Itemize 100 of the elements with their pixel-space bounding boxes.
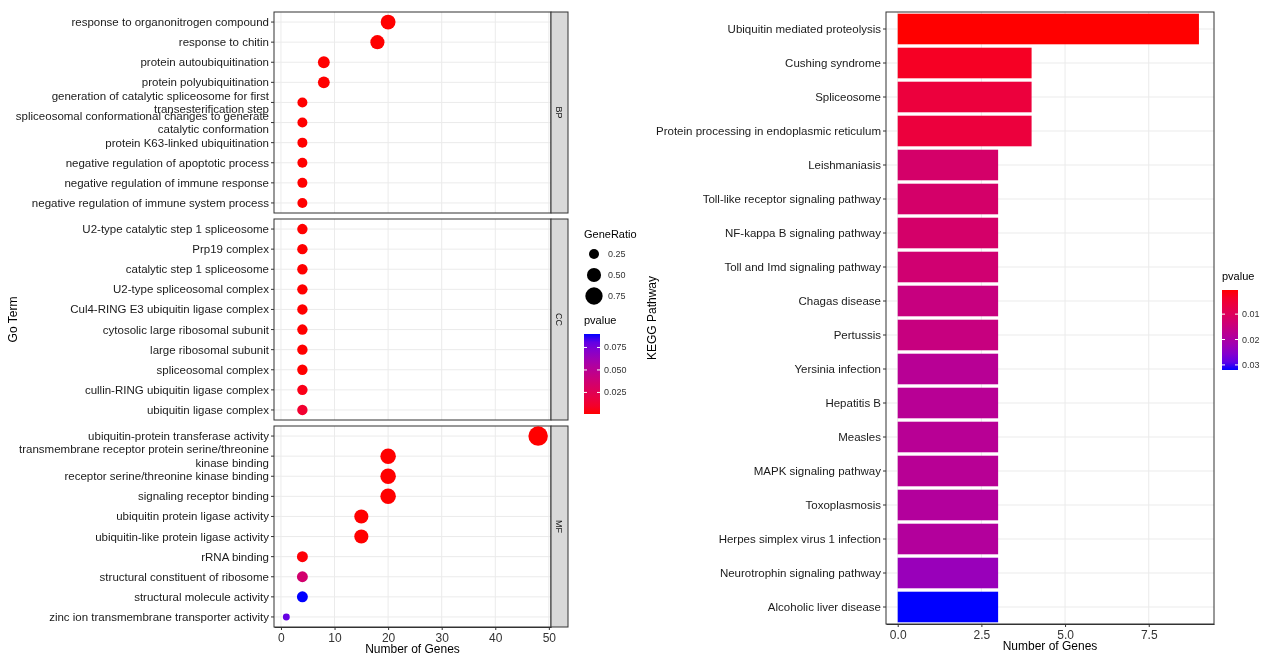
x-tick-label: 10: [328, 630, 343, 645]
y-tick-label: Cul4-RING E3 ubiquitin ligase complex: [70, 303, 270, 316]
y-tick-label: structural constituent of ribosome: [99, 570, 269, 583]
y-tick-label: U2-type spliceosomal complex: [113, 283, 270, 296]
y-tick-label: ubiquitin ligase complex: [146, 403, 270, 416]
point: [297, 324, 308, 335]
y-tick-label: protein autoubiquitination: [140, 56, 269, 69]
y-tick-label: Chagas disease: [798, 295, 881, 307]
y-tick-label: Toxoplasmosis: [805, 499, 882, 511]
y-tick-label: Spliceosome: [815, 91, 881, 103]
bar: [897, 591, 999, 623]
y-tick-label: rRNA binding: [201, 550, 269, 563]
point: [296, 571, 308, 583]
bar: [897, 523, 999, 555]
y-tick-label: spliceosomal complex: [156, 363, 270, 376]
point: [297, 117, 308, 128]
x-tick-label: 5.0: [1057, 627, 1075, 642]
y-tick-label: ubiquitin-protein transferase activity: [88, 430, 270, 443]
legend-label: 0.25: [608, 249, 626, 259]
point: [297, 97, 308, 108]
text: BP: [554, 106, 565, 119]
x-tick-label: 2.5: [973, 627, 991, 642]
y-tick-label: Neurotrophin signaling pathway: [719, 567, 882, 579]
x-axis-title: Number of Genes: [365, 642, 460, 653]
y-tick-label: MAPK signaling pathway: [753, 465, 882, 477]
legend-title: GeneRatio: [584, 228, 637, 240]
y-tick-label: Hepatitis B: [825, 397, 882, 409]
x-tick-label: 0.0: [889, 627, 907, 642]
color-bar-label: 0.025: [604, 387, 627, 398]
y-tick-label: Herpes simplex virus 1 infection: [718, 533, 881, 545]
y-tick-label: zinc ion transmembrane transporter activity: [49, 610, 270, 623]
bar: [897, 115, 1032, 147]
y-tick-label: Ubiquitin mediated proteolysis: [727, 23, 882, 35]
y-tick-label: response to organonitrogen compound: [71, 16, 269, 29]
point: [297, 284, 308, 295]
point: [297, 364, 308, 375]
bar: [897, 285, 999, 317]
bar: [897, 319, 999, 351]
y-tick-label: cullin-RING ubiquitin ligase complex: [84, 383, 270, 396]
color-bar-label: 0.02: [1242, 334, 1260, 345]
point: [297, 384, 308, 396]
bar: [897, 455, 999, 487]
y-tick-label: NF-kappa B signaling pathway: [725, 227, 882, 239]
point: [317, 76, 330, 89]
point: [296, 591, 308, 603]
bar: [897, 387, 999, 419]
bar: [897, 47, 1032, 79]
bar: [897, 421, 999, 453]
y-tick-label: Prp19 complex: [192, 243, 270, 256]
y-axis-title: KEGG Pathway: [645, 275, 659, 361]
x-tick-label: 40: [489, 630, 503, 645]
y-tick-label: structural molecule activity: [134, 590, 270, 603]
color-bar-title: pvalue: [1222, 270, 1255, 282]
y-tick-label: negative regulation of immune response: [64, 176, 269, 189]
y-tick-label: negative regulation of apoptotic process: [65, 156, 270, 169]
y-tick-label: Toll-like receptor signaling pathway: [702, 193, 882, 205]
y-tick-label: protein polyubiquitination: [141, 76, 269, 89]
x-tick-label: 7.5: [1140, 627, 1158, 642]
point: [296, 551, 308, 563]
x-tick-label: 0: [278, 630, 286, 645]
text: CC: [554, 313, 565, 327]
x-tick-label: 20: [381, 630, 396, 645]
bar: [897, 489, 999, 521]
bar: [897, 353, 999, 385]
bar: [897, 217, 999, 249]
bar: [897, 251, 999, 283]
point: [317, 56, 330, 69]
color-bar-title: pvalue: [584, 314, 617, 326]
bar: [897, 81, 1032, 113]
y-tick-label: cytosolic large ribosomal subunit: [102, 323, 270, 336]
y-tick-label: Protein processing in endoplasmic reticulum: [656, 125, 881, 137]
y-tick-label: receptor serine/threonine kinase binding: [64, 470, 269, 483]
y-tick-label: ubiquitin protein ligase activity: [116, 510, 270, 523]
bar: [897, 13, 1199, 45]
y-tick-label: response to chitin: [178, 36, 269, 49]
y-tick-label: Measles: [838, 431, 882, 443]
y-tick-label: signaling receptor binding: [137, 490, 269, 503]
bar: [897, 149, 999, 181]
x-tick-label: 30: [435, 630, 450, 645]
y-tick-label: large ribosomal subunit: [150, 343, 270, 356]
y-tick-label: negative regulation of immune system process: [31, 196, 270, 209]
point: [297, 223, 308, 235]
point: [297, 264, 308, 275]
bar: [897, 557, 999, 589]
legend-label: 0.50: [608, 270, 626, 280]
point: [297, 304, 308, 315]
y-tick-label: Alcoholic liver disease: [767, 601, 881, 613]
y-tick-label: Cushing syndrome: [785, 57, 881, 69]
color-bar-label: 0.03: [1242, 359, 1260, 370]
color-bar-label: 0.075: [604, 342, 627, 353]
x-tick-label: 50: [542, 630, 557, 645]
y-tick-label: ubiquitin-like protein ligase activity: [95, 530, 270, 543]
y-tick-label: Leishmaniasis: [808, 159, 882, 171]
color-bar-label: 0.01: [1242, 309, 1260, 320]
point: [297, 344, 308, 355]
y-tick-label: Pertussis: [833, 329, 882, 341]
y-axis-title: Go Term: [6, 296, 20, 343]
y-tick-label: U2-type catalytic step 1 spliceosome: [82, 223, 269, 236]
color-bar-label: 0.050: [604, 364, 627, 375]
x-axis-title: Number of Genes: [1002, 639, 1098, 653]
